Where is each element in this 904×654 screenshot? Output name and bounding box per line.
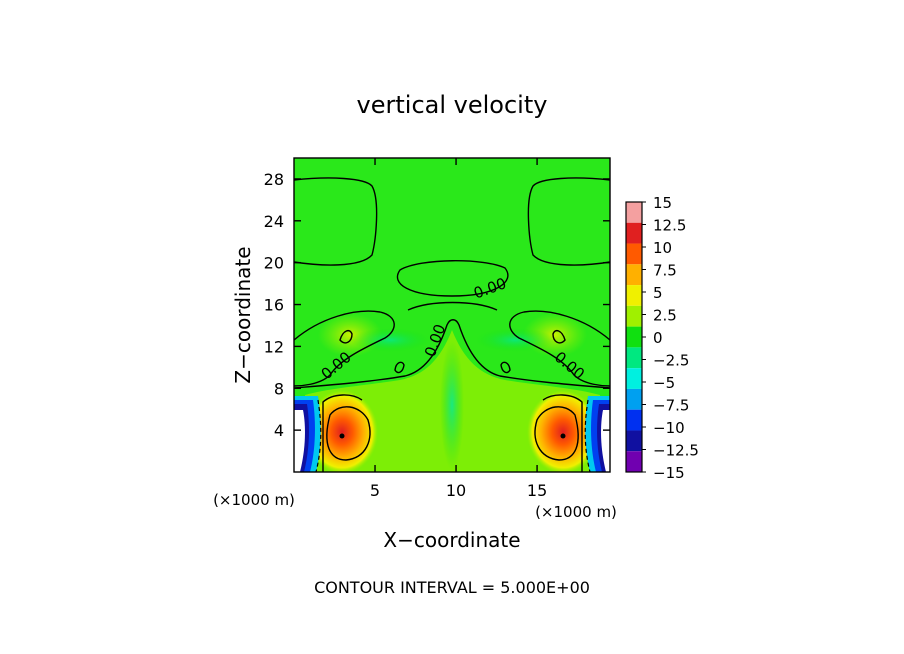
y-axis-label: Z−coordinate (231, 246, 255, 383)
y-tick-label-3: 16 (264, 296, 284, 315)
colorbar-swatch-1 (626, 222, 642, 244)
downdraft-center (440, 340, 464, 470)
y-tick-label-2: 12 (264, 337, 284, 356)
x-axis: 5 10 15 (370, 158, 547, 500)
y-axis: 4 8 12 16 20 24 28 (264, 170, 610, 440)
colorbar-swatch-7 (626, 347, 642, 369)
max-point-right (560, 433, 566, 439)
colorbar-swatch-10 (626, 409, 642, 431)
colorbar-swatch-5 (626, 305, 642, 327)
negative-contours (315, 399, 591, 472)
contour-interval-note: CONTOUR INTERVAL = 5.000E+00 (314, 578, 590, 597)
plot-frame (293, 157, 611, 473)
colorbar-label-12: −15 (653, 464, 685, 482)
colorbar-swatch-6 (626, 326, 642, 348)
colorbar-label-8: −5 (653, 374, 675, 392)
colorbar: 15 12.5 10 7.5 5 2.5 0 −2.5 −5 −7.5 −10 −12.5 −15 (625, 194, 699, 482)
colorbar-swatch-12 (626, 451, 642, 472)
y-tick-label-6: 28 (264, 170, 284, 189)
x-tick-label-1: 10 (446, 481, 466, 500)
chart-title: vertical velocity (357, 91, 548, 119)
colorbar-swatch-0 (626, 202, 642, 223)
colorbar-swatch-8 (626, 368, 642, 389)
colorbar-swatch-2 (626, 243, 642, 265)
colorbar-label-7: −2.5 (653, 352, 689, 370)
cool-band-left (350, 328, 430, 352)
colorbar-label-5: 2.5 (653, 307, 677, 325)
plot-area: 0.000.000.00 0.00 (294, 158, 610, 472)
colorbar-label-6: 0 (653, 329, 663, 347)
x-unit-label: (×1000 m) (535, 503, 617, 521)
z-unit-label: (×1000 m) (213, 491, 295, 509)
colorbar-label-2: 10 (653, 239, 672, 257)
colorbar-label-10: −10 (653, 419, 685, 437)
y-tick-label-0: 4 (274, 421, 284, 440)
y-tick-label-5: 24 (264, 212, 284, 231)
colorbar-swatch-3 (626, 264, 642, 286)
colorbar-swatch-4 (626, 285, 642, 306)
colorbar-swatch-11 (626, 430, 642, 452)
cool-band-right (475, 328, 555, 352)
x-tick-label-0: 5 (370, 481, 380, 500)
max-point-left (339, 433, 345, 439)
colorbar-label-4: 5 (653, 284, 663, 302)
x-tick-label-2: 15 (527, 481, 547, 500)
colorbar-label-11: −12.5 (653, 442, 699, 460)
x-axis-label: X−coordinate (383, 528, 520, 552)
contour-lines (294, 177, 610, 472)
colorbar-label-1: 12.5 (653, 217, 686, 235)
colorbar-label-0: 15 (653, 194, 672, 212)
colorbar-label-9: −7.5 (653, 397, 689, 415)
colorbar-label-3: 7.5 (653, 262, 677, 280)
y-tick-label-1: 8 (274, 379, 284, 398)
y-tick-label-4: 20 (264, 254, 284, 273)
colorbar-swatch-9 (626, 388, 642, 410)
